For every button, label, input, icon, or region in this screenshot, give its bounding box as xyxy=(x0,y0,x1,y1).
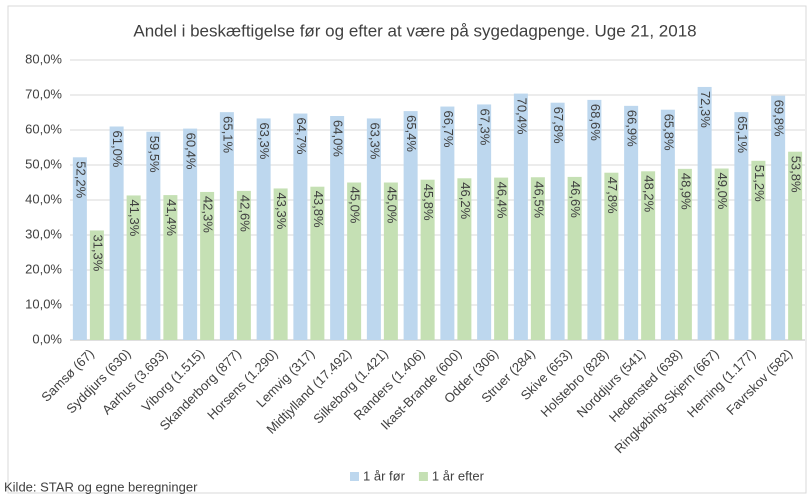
bar xyxy=(771,95,786,340)
legend-label: 1 år efter xyxy=(432,468,485,483)
data-label: 66,9% xyxy=(625,110,640,147)
data-label: 65,8% xyxy=(661,114,676,151)
y-tick-label: 70,0% xyxy=(25,86,62,101)
bar xyxy=(677,168,692,340)
bar xyxy=(624,105,639,340)
data-label: 65,4% xyxy=(404,115,419,152)
bar xyxy=(366,118,381,340)
data-label: 64,0% xyxy=(331,120,346,157)
bar xyxy=(200,191,215,340)
bar xyxy=(457,178,472,340)
bar xyxy=(697,86,712,340)
data-label: 48,2% xyxy=(642,175,657,212)
bar xyxy=(109,126,124,340)
data-label: 51,2% xyxy=(752,165,767,202)
bar xyxy=(641,171,656,340)
bar xyxy=(420,179,435,340)
data-label: 61,0% xyxy=(110,131,125,168)
data-label: 66,7% xyxy=(441,111,456,148)
data-label: 64,7% xyxy=(294,118,309,155)
bar xyxy=(567,176,582,340)
chart-title: Andel i beskæftigelse før og efter at væ… xyxy=(133,21,696,40)
data-label: 68,6% xyxy=(588,104,603,141)
bar xyxy=(72,157,87,340)
bar xyxy=(273,188,288,340)
bar xyxy=(440,106,455,340)
data-label: 46,2% xyxy=(458,182,473,219)
bar xyxy=(163,195,178,340)
y-tick-label: 0,0% xyxy=(32,331,62,346)
data-label: 53,8% xyxy=(789,156,804,193)
y-tick-label: 80,0% xyxy=(25,51,62,66)
data-label: 43,8% xyxy=(311,191,326,228)
data-label: 49,0% xyxy=(715,173,730,210)
data-label: 59,5% xyxy=(147,136,162,173)
bar xyxy=(734,112,749,341)
bar xyxy=(751,160,766,340)
bar xyxy=(403,111,418,340)
data-label: 47,8% xyxy=(605,177,620,214)
data-label: 48,9% xyxy=(678,173,693,210)
data-label: 42,6% xyxy=(237,195,252,232)
bar xyxy=(293,113,308,340)
y-tick-label: 60,0% xyxy=(25,121,62,136)
bar xyxy=(513,93,528,340)
data-label: 60,4% xyxy=(184,133,199,170)
data-label: 70,4% xyxy=(514,98,529,135)
bar xyxy=(477,104,492,340)
bar xyxy=(146,131,161,340)
bar xyxy=(89,230,104,340)
bar xyxy=(310,186,325,340)
bar xyxy=(604,172,619,340)
data-label: 63,3% xyxy=(257,122,272,159)
data-label: 67,3% xyxy=(478,108,493,145)
legend-swatch xyxy=(418,472,428,481)
data-label: 65,1% xyxy=(220,116,235,153)
source: Kilde: STAR og egne beregninger xyxy=(4,479,198,494)
bar xyxy=(126,195,141,340)
bar xyxy=(587,99,602,341)
bar xyxy=(530,177,545,340)
data-label: 72,3% xyxy=(698,91,713,128)
data-label: 41,3% xyxy=(127,199,142,236)
legend-label: 1 år før xyxy=(363,468,406,483)
bar xyxy=(660,109,675,340)
bar xyxy=(383,182,398,340)
data-label: 46,4% xyxy=(495,182,510,219)
legend-swatch xyxy=(350,472,359,481)
bar xyxy=(256,118,271,340)
bar xyxy=(330,116,345,340)
data-label: 63,3% xyxy=(367,122,382,159)
data-label: 69,8% xyxy=(772,100,787,137)
y-tick-label: 10,0% xyxy=(25,296,62,311)
y-tick-label: 40,0% xyxy=(25,191,62,206)
data-label: 67,8% xyxy=(551,107,566,144)
data-label: 46,6% xyxy=(568,181,583,218)
bar xyxy=(788,151,803,340)
data-label: 42,3% xyxy=(201,196,216,233)
x-tick-label: Favrskov (582) xyxy=(723,346,795,418)
data-label: 45,0% xyxy=(384,187,399,224)
data-label: 31,3% xyxy=(90,234,105,271)
data-label: 41,4% xyxy=(164,199,179,236)
x-tick-label: Syddjurs (630) xyxy=(63,346,133,416)
bar xyxy=(550,102,565,340)
bar xyxy=(494,177,509,340)
bar xyxy=(219,112,234,341)
data-label: 52,2% xyxy=(73,161,88,198)
chart-border xyxy=(7,5,807,494)
bar xyxy=(236,190,251,340)
data-label: 43,3% xyxy=(274,192,289,229)
bar xyxy=(183,128,198,340)
bar xyxy=(714,168,729,340)
data-label: 65,1% xyxy=(735,116,750,153)
data-label: 45,8% xyxy=(421,184,436,221)
data-label: 45,0% xyxy=(348,187,363,224)
y-tick-label: 30,0% xyxy=(25,226,62,241)
y-tick-label: 50,0% xyxy=(25,156,62,171)
y-tick-label: 20,0% xyxy=(25,261,62,276)
data-label: 46,5% xyxy=(531,181,546,218)
bar xyxy=(347,182,362,340)
